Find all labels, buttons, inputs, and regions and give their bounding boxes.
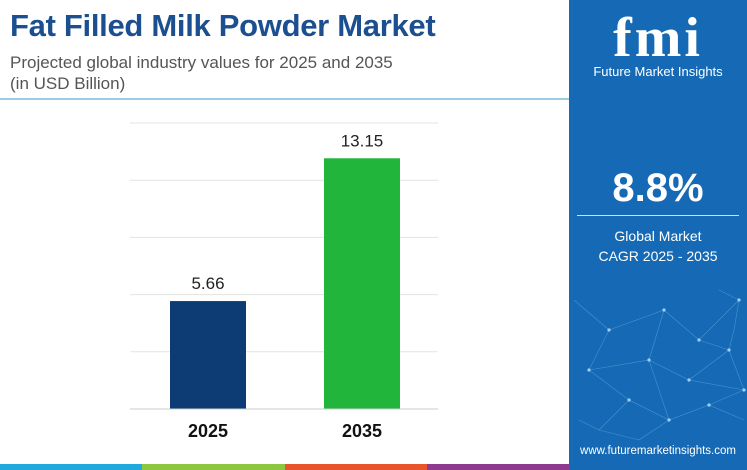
website-link[interactable]: www.futuremarketinsights.com: [580, 445, 736, 457]
fmi-logo: fmi Future Market Insights: [569, 8, 747, 79]
cagr-label-line-2: CAGR 2025 - 2035: [598, 248, 718, 264]
x-tick-label-2035: 2035: [342, 421, 382, 441]
footer-band-segment: [142, 464, 286, 470]
cagr-divider: [577, 215, 739, 216]
data-label-2025: 5.66: [191, 274, 224, 293]
subtitle-line-1: Projected global industry values for 202…: [10, 53, 393, 72]
page-title: Fat Filled Milk Powder Market: [10, 8, 436, 43]
x-tick-label-2025: 2025: [188, 421, 228, 441]
header-divider: [0, 98, 569, 100]
bar-2025: [170, 301, 246, 409]
footer-band-segment: [0, 464, 144, 470]
network-pattern: [573, 289, 746, 441]
logo-mark: fmi: [613, 7, 703, 69]
footer-band-segment: [284, 464, 428, 470]
bar-chart: 5.66 2025 13.15 2035: [130, 122, 438, 441]
sidebar-panel: fmi Future Market Insights 8.8% Global M…: [569, 0, 747, 470]
page-subtitle: Projected global industry values for 202…: [10, 52, 550, 94]
logo-text: Future Market Insights: [593, 64, 723, 79]
cagr-label-line-1: Global Market: [614, 228, 702, 244]
cagr-value: 8.8%: [612, 166, 704, 210]
footer-color-band: [0, 464, 570, 470]
subtitle-line-2: (in USD Billion): [10, 74, 126, 93]
data-label-2035: 13.15: [341, 131, 384, 150]
bar-2035: [324, 158, 400, 409]
footer-band-segment: [426, 464, 570, 470]
